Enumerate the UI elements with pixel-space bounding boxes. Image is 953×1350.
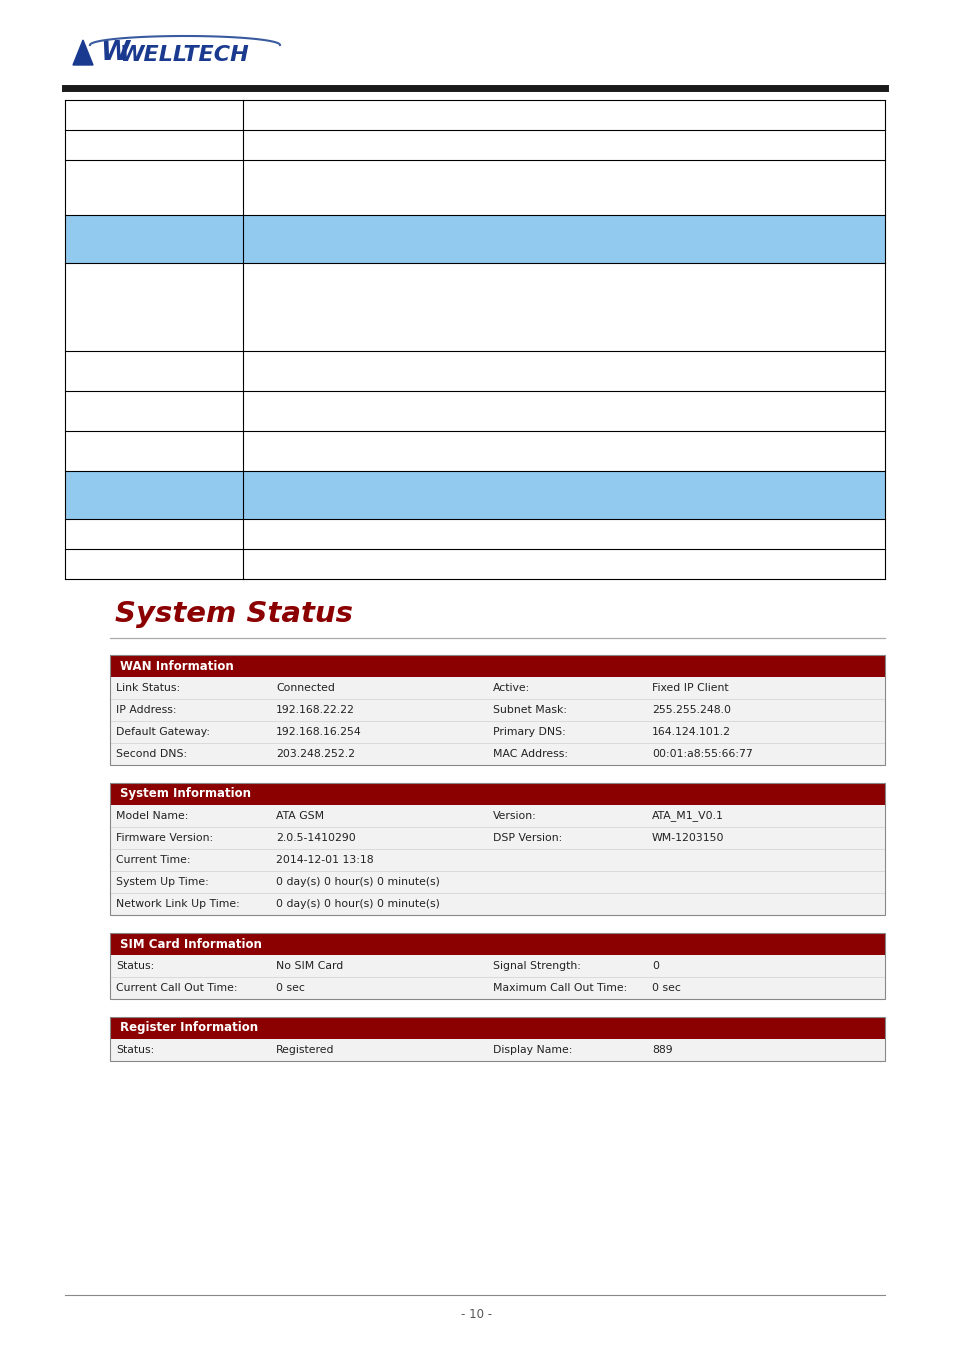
Text: Primary DNS:: Primary DNS:: [493, 728, 565, 737]
Bar: [65, 161, 884, 215]
Bar: [65, 263, 884, 351]
Bar: [110, 721, 884, 743]
Text: Active:: Active:: [493, 683, 530, 693]
Text: - 10 -: - 10 -: [461, 1308, 492, 1322]
Text: System Up Time:: System Up Time:: [116, 878, 209, 887]
Text: ATA GSM: ATA GSM: [275, 811, 324, 821]
Bar: [110, 655, 884, 765]
Text: Maximum Call Out Time:: Maximum Call Out Time:: [493, 983, 626, 994]
Text: 2.0.5-1410290: 2.0.5-1410290: [275, 833, 355, 842]
Bar: [110, 1017, 884, 1061]
Bar: [110, 1040, 884, 1061]
Polygon shape: [73, 40, 92, 65]
Bar: [110, 699, 884, 721]
Bar: [110, 828, 884, 849]
Bar: [65, 471, 884, 518]
Bar: [110, 743, 884, 765]
Text: Default Gateway:: Default Gateway:: [116, 728, 210, 737]
Bar: [110, 933, 884, 954]
Text: Connected: Connected: [275, 683, 335, 693]
Bar: [110, 783, 884, 915]
Bar: [110, 783, 884, 805]
Bar: [110, 977, 884, 999]
Bar: [110, 892, 884, 915]
Text: 0 sec: 0 sec: [275, 983, 305, 994]
Text: IP Address:: IP Address:: [116, 705, 176, 716]
Text: Display Name:: Display Name:: [493, 1045, 572, 1054]
Bar: [110, 954, 884, 977]
Text: Status:: Status:: [116, 961, 154, 971]
Bar: [65, 518, 884, 549]
Text: Version:: Version:: [493, 811, 537, 821]
Text: Signal Strength:: Signal Strength:: [493, 961, 580, 971]
Text: 2014-12-01 13:18: 2014-12-01 13:18: [275, 855, 374, 865]
Text: Second DNS:: Second DNS:: [116, 749, 187, 759]
Text: 0: 0: [651, 961, 659, 971]
Bar: [65, 130, 884, 161]
Bar: [65, 549, 884, 579]
Bar: [110, 1017, 884, 1040]
Text: 0 sec: 0 sec: [651, 983, 680, 994]
Bar: [110, 933, 884, 999]
Bar: [65, 215, 884, 263]
Text: System Information: System Information: [120, 787, 251, 801]
Bar: [65, 100, 884, 130]
Bar: [110, 655, 884, 676]
Text: Current Call Out Time:: Current Call Out Time:: [116, 983, 237, 994]
Text: 00:01:a8:55:66:77: 00:01:a8:55:66:77: [651, 749, 752, 759]
Text: Subnet Mask:: Subnet Mask:: [493, 705, 566, 716]
Bar: [65, 351, 884, 391]
Text: Registered: Registered: [275, 1045, 335, 1054]
Text: Fixed IP Client: Fixed IP Client: [651, 683, 728, 693]
Text: WM-1203150: WM-1203150: [651, 833, 723, 842]
Text: 0 day(s) 0 hour(s) 0 minute(s): 0 day(s) 0 hour(s) 0 minute(s): [275, 899, 439, 909]
Bar: [65, 392, 884, 431]
Text: 164.124.101.2: 164.124.101.2: [651, 728, 730, 737]
Text: 0 day(s) 0 hour(s) 0 minute(s): 0 day(s) 0 hour(s) 0 minute(s): [275, 878, 439, 887]
Bar: [110, 871, 884, 892]
Text: MAC Address:: MAC Address:: [493, 749, 567, 759]
Text: Network Link Up Time:: Network Link Up Time:: [116, 899, 239, 909]
Text: W: W: [100, 40, 129, 66]
Text: System Status: System Status: [115, 599, 353, 628]
Text: Link Status:: Link Status:: [116, 683, 180, 693]
Text: 203.248.252.2: 203.248.252.2: [275, 749, 355, 759]
Text: Register Information: Register Information: [120, 1022, 258, 1034]
Text: WELLTECH: WELLTECH: [120, 45, 250, 65]
Text: Firmware Version:: Firmware Version:: [116, 833, 213, 842]
Text: Model Name:: Model Name:: [116, 811, 188, 821]
Text: 255.255.248.0: 255.255.248.0: [651, 705, 730, 716]
Text: 192.168.22.22: 192.168.22.22: [275, 705, 355, 716]
Text: WAN Information: WAN Information: [120, 660, 233, 672]
Bar: [110, 805, 884, 828]
Bar: [110, 849, 884, 871]
Text: ATA_M1_V0.1: ATA_M1_V0.1: [651, 810, 723, 821]
Text: Current Time:: Current Time:: [116, 855, 191, 865]
Text: No SIM Card: No SIM Card: [275, 961, 343, 971]
Text: DSP Version:: DSP Version:: [493, 833, 561, 842]
Text: SIM Card Information: SIM Card Information: [120, 937, 262, 950]
Bar: [65, 431, 884, 471]
Text: Status:: Status:: [116, 1045, 154, 1054]
Text: 889: 889: [651, 1045, 672, 1054]
Text: 192.168.16.254: 192.168.16.254: [275, 728, 361, 737]
Bar: [110, 676, 884, 699]
